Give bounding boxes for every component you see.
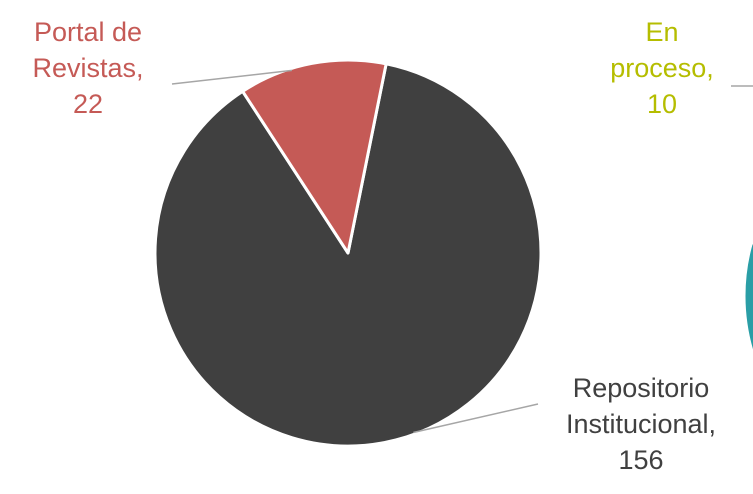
leader-line-portal-de-revistas	[171, 69, 292, 85]
data-label-repositorio-institucional-line-1: Repositorio	[573, 373, 710, 403]
data-label-repositorio-institucional-line-3: 156	[618, 445, 663, 475]
data-label-en-proceso-line-1: En	[645, 17, 678, 47]
data-label-portal-de-revistas-line-1: Portal de	[34, 17, 142, 47]
pie-chart-1: Repositorio Institucional, 156 Portal de Rev…	[32, 17, 716, 475]
pie-slice-repositorio-institucional	[153, 62, 543, 448]
leader-line-repositorio-institucional	[413, 403, 539, 434]
data-label-en-proceso-line-2: proceso,	[610, 53, 714, 83]
data-label-en-proceso-line-3: 10	[647, 89, 677, 119]
pie-chart-2: En proceso, 10	[610, 17, 753, 360]
pie-slice-portal-de-revistas	[241, 58, 388, 255]
data-label-repositorio-institucional-line-2: Institucional,	[566, 409, 716, 439]
data-label-portal-de-revistas-line-2: Revistas,	[32, 53, 143, 83]
data-label-portal-de-revistas-line-3: 22	[73, 89, 103, 119]
pie2-slice-remaining	[742, 232, 753, 360]
